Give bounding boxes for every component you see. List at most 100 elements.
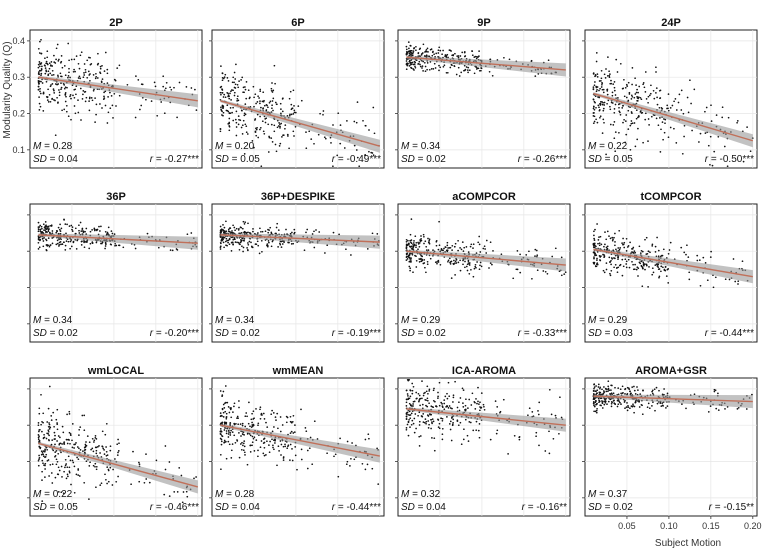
data-point: [436, 261, 438, 263]
data-point: [219, 91, 222, 94]
data-point: [470, 243, 473, 246]
data-point: [447, 247, 449, 249]
data-point: [609, 261, 611, 264]
data-point: [220, 65, 222, 67]
data-point: [195, 476, 197, 478]
data-point: [272, 444, 274, 447]
data-point: [51, 242, 54, 245]
data-point: [412, 50, 415, 52]
data-point: [45, 238, 47, 241]
data-point: [94, 435, 97, 437]
data-point: [126, 83, 129, 86]
data-point: [464, 418, 467, 421]
data-point: [259, 88, 262, 91]
data-point: [44, 448, 46, 451]
data-point: [47, 430, 50, 433]
data-point: [512, 277, 515, 280]
data-point: [465, 66, 468, 68]
data-point: [594, 400, 597, 402]
data-point: [614, 131, 617, 133]
data-point: [105, 454, 108, 457]
data-point: [270, 137, 273, 139]
data-point: [619, 388, 622, 391]
data-point: [737, 280, 740, 283]
data-point: [221, 72, 224, 75]
data-point: [438, 220, 440, 223]
data-point: [77, 468, 80, 470]
data-point: [95, 113, 97, 116]
data-point: [97, 52, 99, 55]
data-point: [424, 240, 427, 243]
data-point: [228, 121, 231, 124]
data-point: [74, 227, 77, 230]
data-point: [53, 92, 56, 94]
data-point: [661, 107, 664, 110]
data-point: [236, 417, 238, 419]
data-point: [140, 104, 143, 107]
data-point: [728, 278, 731, 281]
data-point: [220, 93, 222, 96]
data-point: [271, 100, 274, 102]
data-point: [154, 85, 157, 88]
data-point: [457, 424, 460, 427]
data-point: [617, 266, 620, 269]
data-point: [224, 385, 227, 387]
data-point: [441, 427, 444, 430]
data-point: [488, 267, 490, 269]
data-point: [675, 142, 678, 144]
data-point: [100, 482, 103, 485]
data-point: [499, 410, 502, 413]
data-point: [230, 457, 233, 459]
data-point: [407, 379, 410, 382]
data-point: [273, 439, 275, 442]
data-point: [39, 40, 41, 43]
data-point: [637, 96, 640, 99]
data-point: [280, 122, 283, 125]
data-point: [219, 428, 222, 430]
data-point: [100, 242, 102, 245]
stat-r: r = -0.26***: [518, 154, 567, 165]
data-point: [244, 103, 247, 105]
data-point: [50, 84, 52, 86]
data-point: [45, 70, 48, 73]
data-point: [54, 476, 57, 479]
data-point: [736, 408, 739, 410]
data-point: [593, 108, 596, 111]
data-point: [75, 248, 78, 250]
data-point: [415, 391, 418, 394]
data-point: [255, 102, 257, 105]
data-point: [46, 96, 49, 99]
data-point: [224, 240, 227, 243]
data-point: [617, 256, 620, 259]
data-point: [230, 90, 232, 93]
data-point: [101, 107, 103, 109]
data-point: [223, 407, 226, 409]
data-point: [223, 246, 225, 249]
data-point: [593, 404, 595, 407]
data-point: [164, 445, 167, 447]
data-point: [496, 406, 499, 408]
data-point: [621, 87, 624, 90]
data-point: [322, 113, 324, 116]
data-point: [623, 78, 625, 81]
data-point: [234, 87, 237, 89]
data-point: [222, 236, 225, 239]
data-point: [274, 143, 277, 146]
data-point: [606, 93, 609, 96]
stat-sd: SD = 0.05: [215, 154, 260, 165]
data-point: [430, 427, 432, 430]
data-point: [635, 117, 638, 120]
data-point: [111, 232, 114, 235]
data-point: [230, 250, 233, 252]
data-point: [41, 500, 44, 502]
data-point: [178, 467, 181, 469]
data-point: [162, 75, 165, 78]
data-point: [448, 423, 451, 425]
data-point: [472, 275, 475, 278]
data-point: [415, 255, 417, 258]
data-point: [270, 232, 273, 235]
data-point: [247, 222, 249, 225]
data-point: [667, 282, 670, 284]
data-point: [437, 418, 439, 421]
